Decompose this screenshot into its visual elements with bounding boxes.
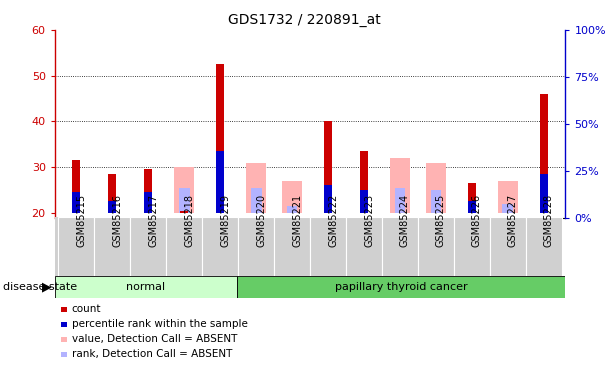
Bar: [237, 276, 565, 298]
Text: papillary thyroid cancer: papillary thyroid cancer: [335, 282, 468, 292]
Bar: [108, 201, 116, 213]
Text: GSM85217: GSM85217: [148, 194, 158, 247]
Text: GSM85227: GSM85227: [508, 194, 518, 247]
Bar: [108, 174, 116, 213]
Bar: [310, 217, 346, 276]
Bar: [72, 160, 80, 213]
Text: GSM85218: GSM85218: [184, 194, 194, 247]
Bar: [287, 206, 297, 213]
Text: GSM85226: GSM85226: [472, 194, 482, 247]
Bar: [324, 186, 332, 213]
Bar: [382, 217, 418, 276]
Text: GSM85228: GSM85228: [544, 194, 554, 247]
Text: disease state: disease state: [3, 282, 77, 292]
Bar: [526, 217, 562, 276]
Text: ▶: ▶: [42, 280, 52, 293]
Bar: [58, 217, 94, 276]
Bar: [468, 183, 476, 213]
Bar: [179, 188, 190, 213]
Text: percentile rank within the sample: percentile rank within the sample: [72, 320, 247, 329]
Text: GSM85219: GSM85219: [220, 194, 230, 247]
Bar: [502, 204, 513, 213]
Bar: [430, 190, 441, 213]
Text: rank, Detection Call = ABSENT: rank, Detection Call = ABSENT: [72, 350, 232, 359]
Bar: [390, 158, 410, 213]
Bar: [130, 217, 166, 276]
Bar: [498, 181, 518, 213]
Bar: [490, 217, 526, 276]
Text: GDS1732 / 220891_at: GDS1732 / 220891_at: [227, 13, 381, 27]
Bar: [55, 276, 237, 298]
Bar: [324, 122, 332, 213]
Bar: [346, 217, 382, 276]
Bar: [426, 163, 446, 213]
Bar: [282, 181, 302, 213]
Text: GSM85220: GSM85220: [256, 194, 266, 247]
Bar: [540, 174, 548, 213]
Bar: [454, 217, 490, 276]
Bar: [94, 217, 130, 276]
Bar: [250, 188, 261, 213]
Bar: [180, 211, 188, 213]
Bar: [274, 217, 310, 276]
Text: GSM85223: GSM85223: [364, 194, 374, 247]
Bar: [540, 94, 548, 213]
Bar: [395, 188, 406, 213]
Text: GSM85215: GSM85215: [76, 194, 86, 247]
Text: count: count: [72, 304, 101, 314]
Bar: [174, 167, 194, 213]
Bar: [238, 217, 274, 276]
Bar: [216, 64, 224, 213]
Bar: [144, 170, 152, 213]
Text: GSM85224: GSM85224: [400, 194, 410, 247]
Text: GSM85221: GSM85221: [292, 194, 302, 247]
Bar: [202, 217, 238, 276]
Bar: [468, 201, 476, 213]
Bar: [72, 192, 80, 213]
Bar: [360, 151, 368, 213]
Text: GSM85216: GSM85216: [112, 194, 122, 247]
Bar: [360, 190, 368, 213]
Text: normal: normal: [126, 282, 165, 292]
Text: value, Detection Call = ABSENT: value, Detection Call = ABSENT: [72, 334, 237, 344]
Bar: [144, 192, 152, 213]
Text: GSM85222: GSM85222: [328, 194, 338, 247]
Bar: [166, 217, 202, 276]
Bar: [216, 151, 224, 213]
Bar: [246, 163, 266, 213]
Bar: [418, 217, 454, 276]
Text: GSM85225: GSM85225: [436, 194, 446, 247]
